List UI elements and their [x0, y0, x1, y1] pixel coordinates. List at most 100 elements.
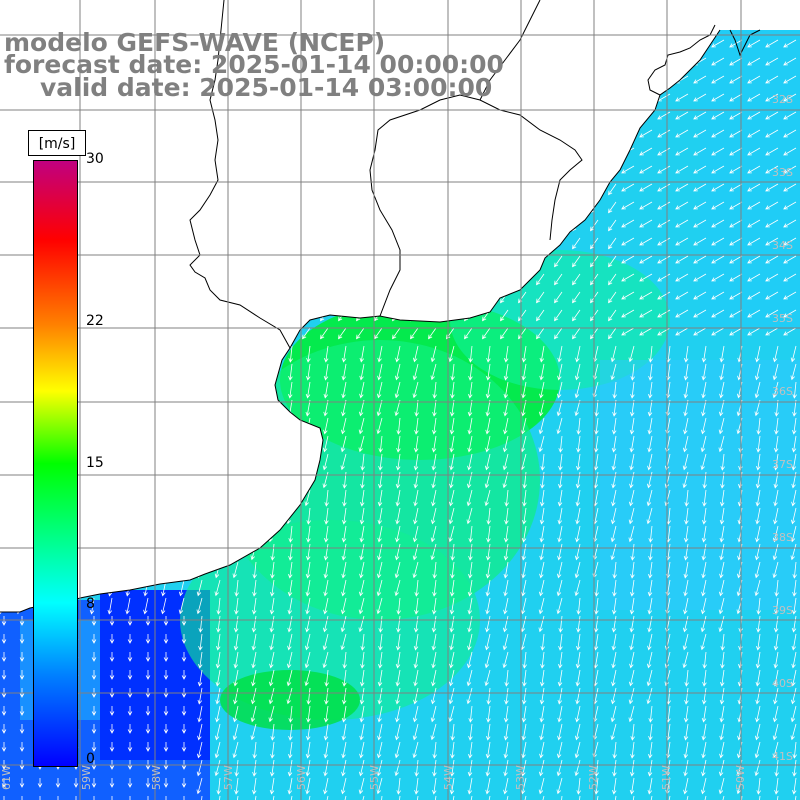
wind-arrow	[269, 759, 275, 777]
wind-arrow	[719, 381, 725, 399]
wind-arrow	[288, 363, 293, 381]
wind-arrow	[747, 183, 761, 192]
wind-arrow	[521, 579, 527, 597]
wind-arrow	[675, 291, 689, 300]
wind-arrow	[432, 759, 437, 777]
wind-arrow	[234, 759, 239, 777]
wind-arrow	[376, 741, 383, 759]
wind-arrow	[683, 417, 689, 435]
wind-arrow	[684, 687, 689, 705]
wind-arrow	[772, 345, 779, 363]
wind-arrow	[756, 417, 761, 435]
wind-arrow	[611, 777, 617, 795]
wind-arrow	[430, 345, 437, 363]
wind-arrow	[91, 724, 97, 734]
wind-arrow	[747, 327, 761, 336]
wind-arrow	[657, 327, 671, 336]
wind-arrow	[682, 795, 689, 800]
wind-arrow	[718, 795, 725, 800]
wind-arrow	[576, 597, 581, 615]
wind-arrow	[610, 363, 617, 381]
wind-arrow	[629, 453, 635, 471]
latitude-label: 38S	[772, 531, 793, 544]
wind-arrow	[657, 219, 671, 228]
wind-arrow	[628, 507, 635, 525]
wind-arrow	[181, 670, 187, 680]
wind-arrow	[521, 525, 527, 543]
wind-arrow	[305, 777, 311, 795]
wind-arrow	[484, 669, 491, 687]
wind-arrow	[394, 579, 401, 597]
wind-arrow	[198, 633, 203, 651]
wind-arrow	[558, 453, 563, 471]
wind-arrow	[468, 345, 473, 363]
wind-arrow	[575, 651, 581, 669]
wind-arrow	[504, 489, 509, 507]
wind-arrow	[19, 724, 25, 734]
wind-arrow	[522, 489, 527, 507]
wind-arrow	[765, 147, 779, 156]
wind-arrow	[683, 345, 689, 363]
wind-arrow	[554, 273, 563, 286]
wind-arrow	[639, 291, 653, 300]
wind-arrow	[394, 741, 401, 759]
wind-arrow	[341, 687, 347, 705]
wind-arrow	[322, 453, 329, 471]
wind-arrow	[413, 435, 419, 453]
wind-arrow	[215, 651, 221, 669]
wind-arrow	[359, 561, 365, 579]
wind-arrow	[576, 615, 581, 633]
wind-arrow	[196, 741, 203, 759]
wind-arrow	[359, 741, 365, 759]
wind-arrow	[538, 615, 545, 633]
wind-arrow	[729, 75, 743, 84]
wind-arrow	[340, 597, 347, 615]
latitude-label: 37S	[772, 458, 793, 471]
wind-arrow	[252, 561, 257, 579]
wind-arrow	[214, 723, 221, 741]
wind-arrow	[610, 723, 617, 741]
wind-arrow	[773, 669, 779, 687]
wind-arrow	[323, 399, 329, 417]
wind-arrow	[675, 237, 689, 246]
wind-arrow	[341, 741, 347, 759]
wind-arrow	[693, 237, 707, 246]
wind-arrow	[322, 795, 329, 800]
wind-arrow	[503, 579, 509, 597]
wind-arrow	[648, 705, 653, 723]
wind-arrow	[765, 165, 779, 174]
wind-arrow	[738, 795, 743, 800]
wind-arrow	[557, 687, 563, 705]
wind-arrow	[536, 273, 545, 286]
wind-arrow	[485, 363, 491, 381]
wind-arrow	[683, 381, 689, 399]
wind-arrow	[19, 796, 25, 800]
wind-arrow	[163, 724, 169, 734]
wind-arrow	[394, 543, 401, 561]
wind-arrow	[340, 777, 347, 795]
wind-arrow	[576, 777, 581, 795]
wind-arrow	[412, 561, 419, 579]
wind-arrow	[773, 651, 779, 669]
wind-arrow	[323, 543, 329, 561]
wind-arrow	[639, 237, 653, 246]
wind-arrow	[539, 687, 545, 705]
wind-arrow	[302, 327, 311, 340]
wind-arrow	[772, 705, 779, 723]
wind-arrow	[792, 741, 797, 759]
wind-arrow	[486, 705, 491, 723]
wind-arrow	[430, 723, 437, 741]
wind-arrow	[1, 706, 7, 716]
wind-arrow	[341, 723, 347, 741]
wind-arrow	[575, 687, 581, 705]
wind-arrow	[747, 111, 761, 120]
wind-arrow	[1, 724, 7, 734]
wind-arrow	[216, 795, 221, 800]
wind-arrow	[719, 345, 725, 363]
wind-arrow	[608, 183, 617, 196]
wind-arrow	[431, 615, 437, 633]
wind-arrow	[286, 651, 293, 669]
wind-arrow	[109, 724, 115, 734]
wind-arrow	[783, 327, 797, 336]
wind-arrow	[503, 561, 509, 579]
